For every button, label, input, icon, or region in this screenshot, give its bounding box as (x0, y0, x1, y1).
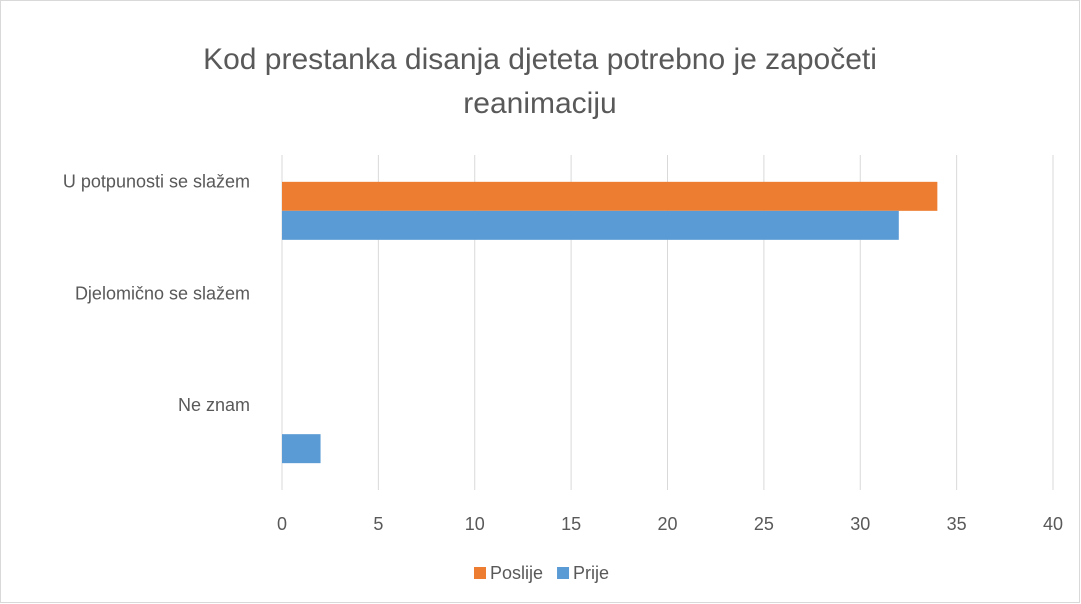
x-tick-label: 20 (657, 514, 677, 534)
legend-swatch (557, 567, 570, 579)
bar (282, 181, 938, 211)
x-tick-label: 5 (373, 514, 383, 534)
legend-label: Poslije (490, 563, 543, 583)
x-tick-label: 35 (947, 514, 967, 534)
x-tick-label: 40 (1043, 514, 1063, 534)
bar (282, 434, 321, 464)
x-tick-label: 15 (561, 514, 581, 534)
x-tick-label: 25 (754, 514, 774, 534)
x-tick-label: 0 (277, 514, 287, 534)
y-tick-label: Djelomično se slažem (75, 283, 250, 303)
legend-swatch (474, 567, 486, 579)
x-tick-label: 10 (465, 514, 485, 534)
legend-label: Prije (573, 563, 609, 583)
x-tick-label: 30 (850, 514, 870, 534)
y-tick-label: U potpunosti se slažem (63, 172, 250, 192)
bar (282, 210, 899, 240)
chart-title: Kod prestanka disanja djeteta potrebno j… (203, 43, 877, 120)
y-tick-label: Ne znam (178, 395, 250, 415)
